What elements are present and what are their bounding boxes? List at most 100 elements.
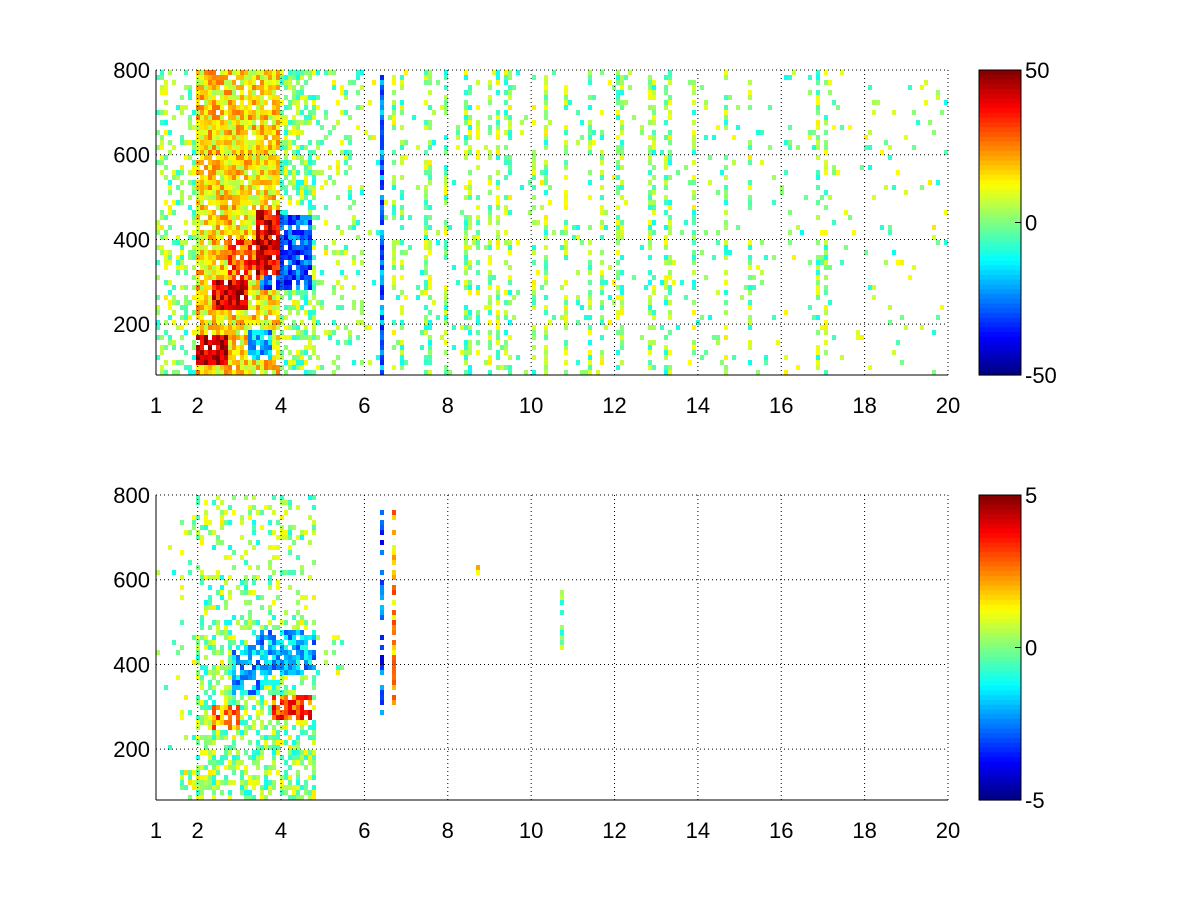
heatmap-cell — [220, 180, 224, 185]
heatmap-cell — [272, 215, 276, 220]
heatmap-cell — [288, 350, 292, 355]
heatmap-cell — [876, 100, 880, 105]
heatmap-cell — [484, 145, 488, 150]
heatmap-cell — [276, 705, 280, 710]
colorbar: -505 — [978, 483, 1045, 813]
heatmap-cell — [296, 155, 300, 160]
heatmap-cell — [880, 225, 884, 230]
heatmap-cell — [652, 230, 656, 235]
heatmap-cell — [468, 315, 472, 320]
heatmap-cell — [488, 190, 492, 195]
heatmap-cell — [468, 225, 472, 230]
heatmap-cell — [180, 715, 184, 720]
heatmap-cell — [652, 210, 656, 215]
heatmap-cell — [208, 250, 212, 255]
heatmap-cell — [220, 205, 224, 210]
heatmap-cell — [300, 235, 304, 240]
heatmap-cell — [284, 235, 288, 240]
heatmap-cell — [380, 320, 384, 325]
colorbar-segment — [979, 370, 1021, 376]
heatmap-cell — [728, 95, 732, 100]
heatmap-cell — [176, 675, 180, 680]
heatmap-cell — [304, 80, 308, 85]
heatmap-cell — [620, 225, 624, 230]
heatmap-cell — [352, 285, 356, 290]
heatmap-cell — [444, 290, 448, 295]
heatmap-cell — [380, 290, 384, 295]
heatmap-cell — [188, 560, 192, 565]
heatmap-cell — [200, 270, 204, 275]
heatmap-cell — [348, 150, 352, 155]
heatmap-cell — [332, 650, 336, 655]
heatmap-cell — [192, 520, 196, 525]
heatmap-cell — [688, 360, 692, 365]
y-tick-label: 800 — [113, 483, 150, 508]
heatmap-cell — [288, 305, 292, 310]
heatmap-cell — [200, 160, 204, 165]
heatmap-cell — [196, 535, 200, 540]
heatmap-cell — [188, 170, 192, 175]
heatmap-cell — [268, 710, 272, 715]
heatmap-cell — [292, 175, 296, 180]
heatmap-cell — [488, 95, 492, 100]
heatmap-cell — [296, 265, 300, 270]
heatmap-cell — [652, 165, 656, 170]
heatmap-cell — [164, 345, 168, 350]
heatmap-cell — [392, 90, 396, 95]
heatmap-cell — [664, 100, 668, 105]
heatmap-cell — [692, 140, 696, 145]
heatmap-cell — [496, 150, 500, 155]
heatmap-cell — [908, 275, 912, 280]
heatmap-cell — [560, 590, 564, 595]
heatmap-cell — [552, 70, 556, 75]
heatmap-cell — [228, 180, 232, 185]
heatmap-cell — [184, 105, 188, 110]
heatmap-cell — [496, 235, 500, 240]
heatmap-cell — [208, 680, 212, 685]
heatmap-cell — [264, 685, 268, 690]
heatmap-cell — [928, 180, 932, 185]
heatmap-cell — [380, 80, 384, 85]
heatmap-cell — [208, 220, 212, 225]
heatmap-cell — [268, 685, 272, 690]
heatmap-cell — [228, 185, 232, 190]
heatmap-cell — [824, 70, 828, 75]
heatmap-cell — [220, 235, 224, 240]
heatmap-cell — [156, 230, 160, 235]
heatmap-cell — [228, 245, 232, 250]
heatmap-cell — [668, 75, 672, 80]
heatmap-cell — [664, 210, 668, 215]
heatmap-cell — [224, 150, 228, 155]
heatmap-cell — [240, 280, 244, 285]
heatmap-cell — [312, 725, 316, 730]
heatmap-cell — [188, 180, 192, 185]
heatmap-cell — [212, 220, 216, 225]
heatmap-cell — [220, 200, 224, 205]
heatmap-cell — [192, 220, 196, 225]
heatmap-cell — [276, 245, 280, 250]
heatmap-cell — [296, 795, 300, 800]
heatmap-cell — [732, 355, 736, 360]
heatmap-cell — [204, 125, 208, 130]
heatmap-cell — [616, 190, 620, 195]
heatmap-cell — [356, 320, 360, 325]
heatmap-cell — [188, 90, 192, 95]
heatmap-cell — [432, 110, 436, 115]
heatmap-cell — [400, 260, 404, 265]
heatmap-cell — [564, 350, 568, 355]
heatmap-cell — [160, 75, 164, 80]
heatmap-cell — [344, 325, 348, 330]
heatmap-cell — [164, 255, 168, 260]
heatmap-cell — [200, 245, 204, 250]
heatmap-cell — [576, 360, 580, 365]
heatmap-cell — [464, 70, 468, 75]
heatmap-cell — [288, 545, 292, 550]
heatmap-cell — [168, 290, 172, 295]
heatmap-cell — [380, 135, 384, 140]
heatmap-cell — [180, 170, 184, 175]
heatmap-cell — [300, 220, 304, 225]
heatmap-cell — [216, 605, 220, 610]
heatmap-cell — [300, 200, 304, 205]
heatmap-cell — [616, 145, 620, 150]
